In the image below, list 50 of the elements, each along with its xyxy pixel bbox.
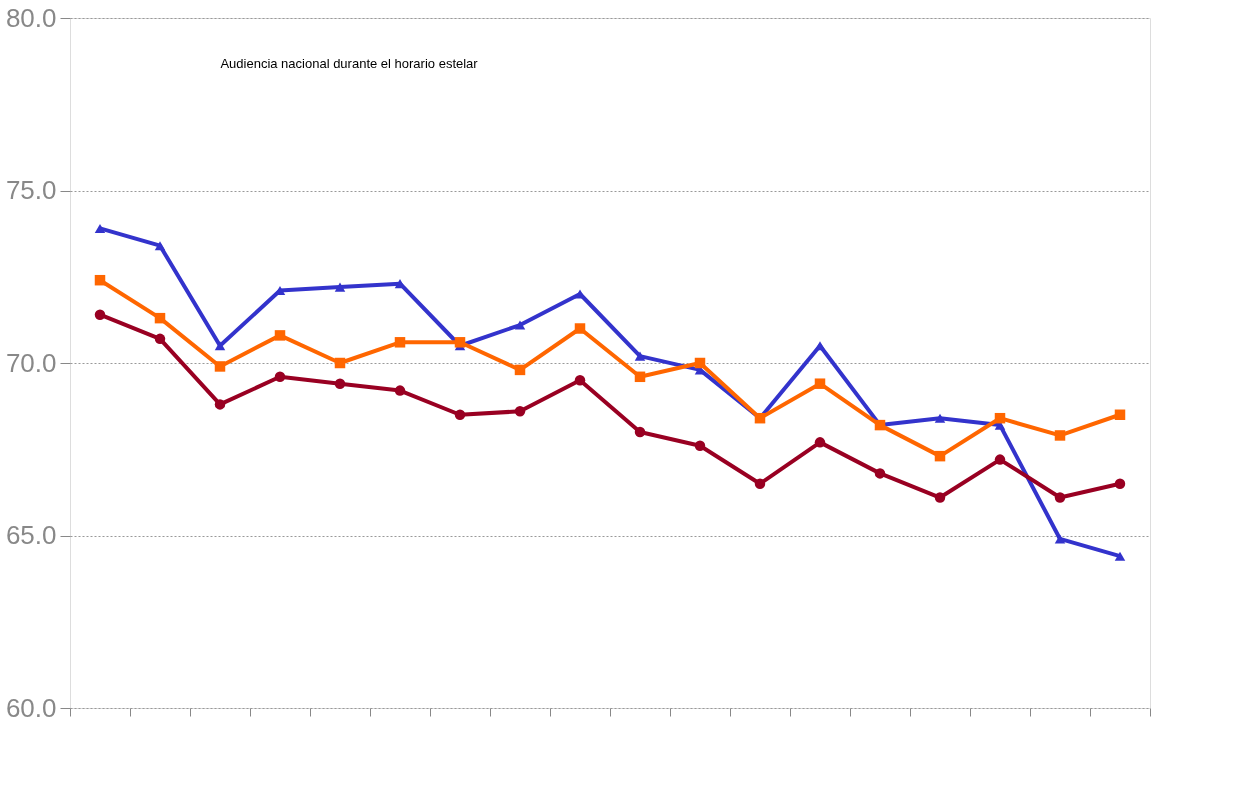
point <box>334 357 346 369</box>
point <box>814 437 826 448</box>
point <box>1054 534 1066 544</box>
point <box>454 409 466 420</box>
point <box>154 333 166 345</box>
point <box>334 378 346 389</box>
point <box>274 330 286 341</box>
y-tick-label: 65.0 <box>5 520 57 550</box>
point <box>214 341 226 351</box>
point <box>514 320 526 330</box>
point <box>934 492 946 503</box>
point <box>154 312 166 324</box>
point <box>694 440 706 452</box>
point <box>94 309 106 320</box>
point <box>634 351 646 361</box>
point <box>214 399 226 410</box>
point <box>934 413 946 423</box>
point <box>874 468 886 479</box>
point <box>1114 409 1126 420</box>
point <box>94 274 106 286</box>
point <box>454 337 466 348</box>
point <box>394 337 406 348</box>
point <box>574 323 586 334</box>
point <box>994 454 1006 465</box>
point <box>634 371 646 383</box>
y-tick-label: 60.0 <box>5 692 57 723</box>
point <box>634 426 646 438</box>
point <box>274 371 286 383</box>
point <box>1054 492 1066 503</box>
point <box>994 412 1006 424</box>
y-tick-label: 75.0 <box>5 175 57 205</box>
point <box>214 361 226 372</box>
point <box>334 282 346 292</box>
point <box>394 385 406 396</box>
point <box>1114 551 1126 561</box>
point <box>814 378 826 389</box>
point <box>754 478 766 489</box>
y-tick-label: 70.0 <box>5 347 57 378</box>
text: Audiencia nacional durante el horario estelar <box>220 56 479 71</box>
point <box>574 375 586 386</box>
point <box>154 241 166 251</box>
point <box>814 341 826 351</box>
point <box>514 406 526 417</box>
y-tick-label: 80.0 <box>5 2 57 33</box>
point <box>1054 430 1066 441</box>
point <box>94 223 106 233</box>
point <box>934 450 946 462</box>
point <box>1114 478 1126 489</box>
point <box>694 357 706 369</box>
point <box>514 364 526 376</box>
